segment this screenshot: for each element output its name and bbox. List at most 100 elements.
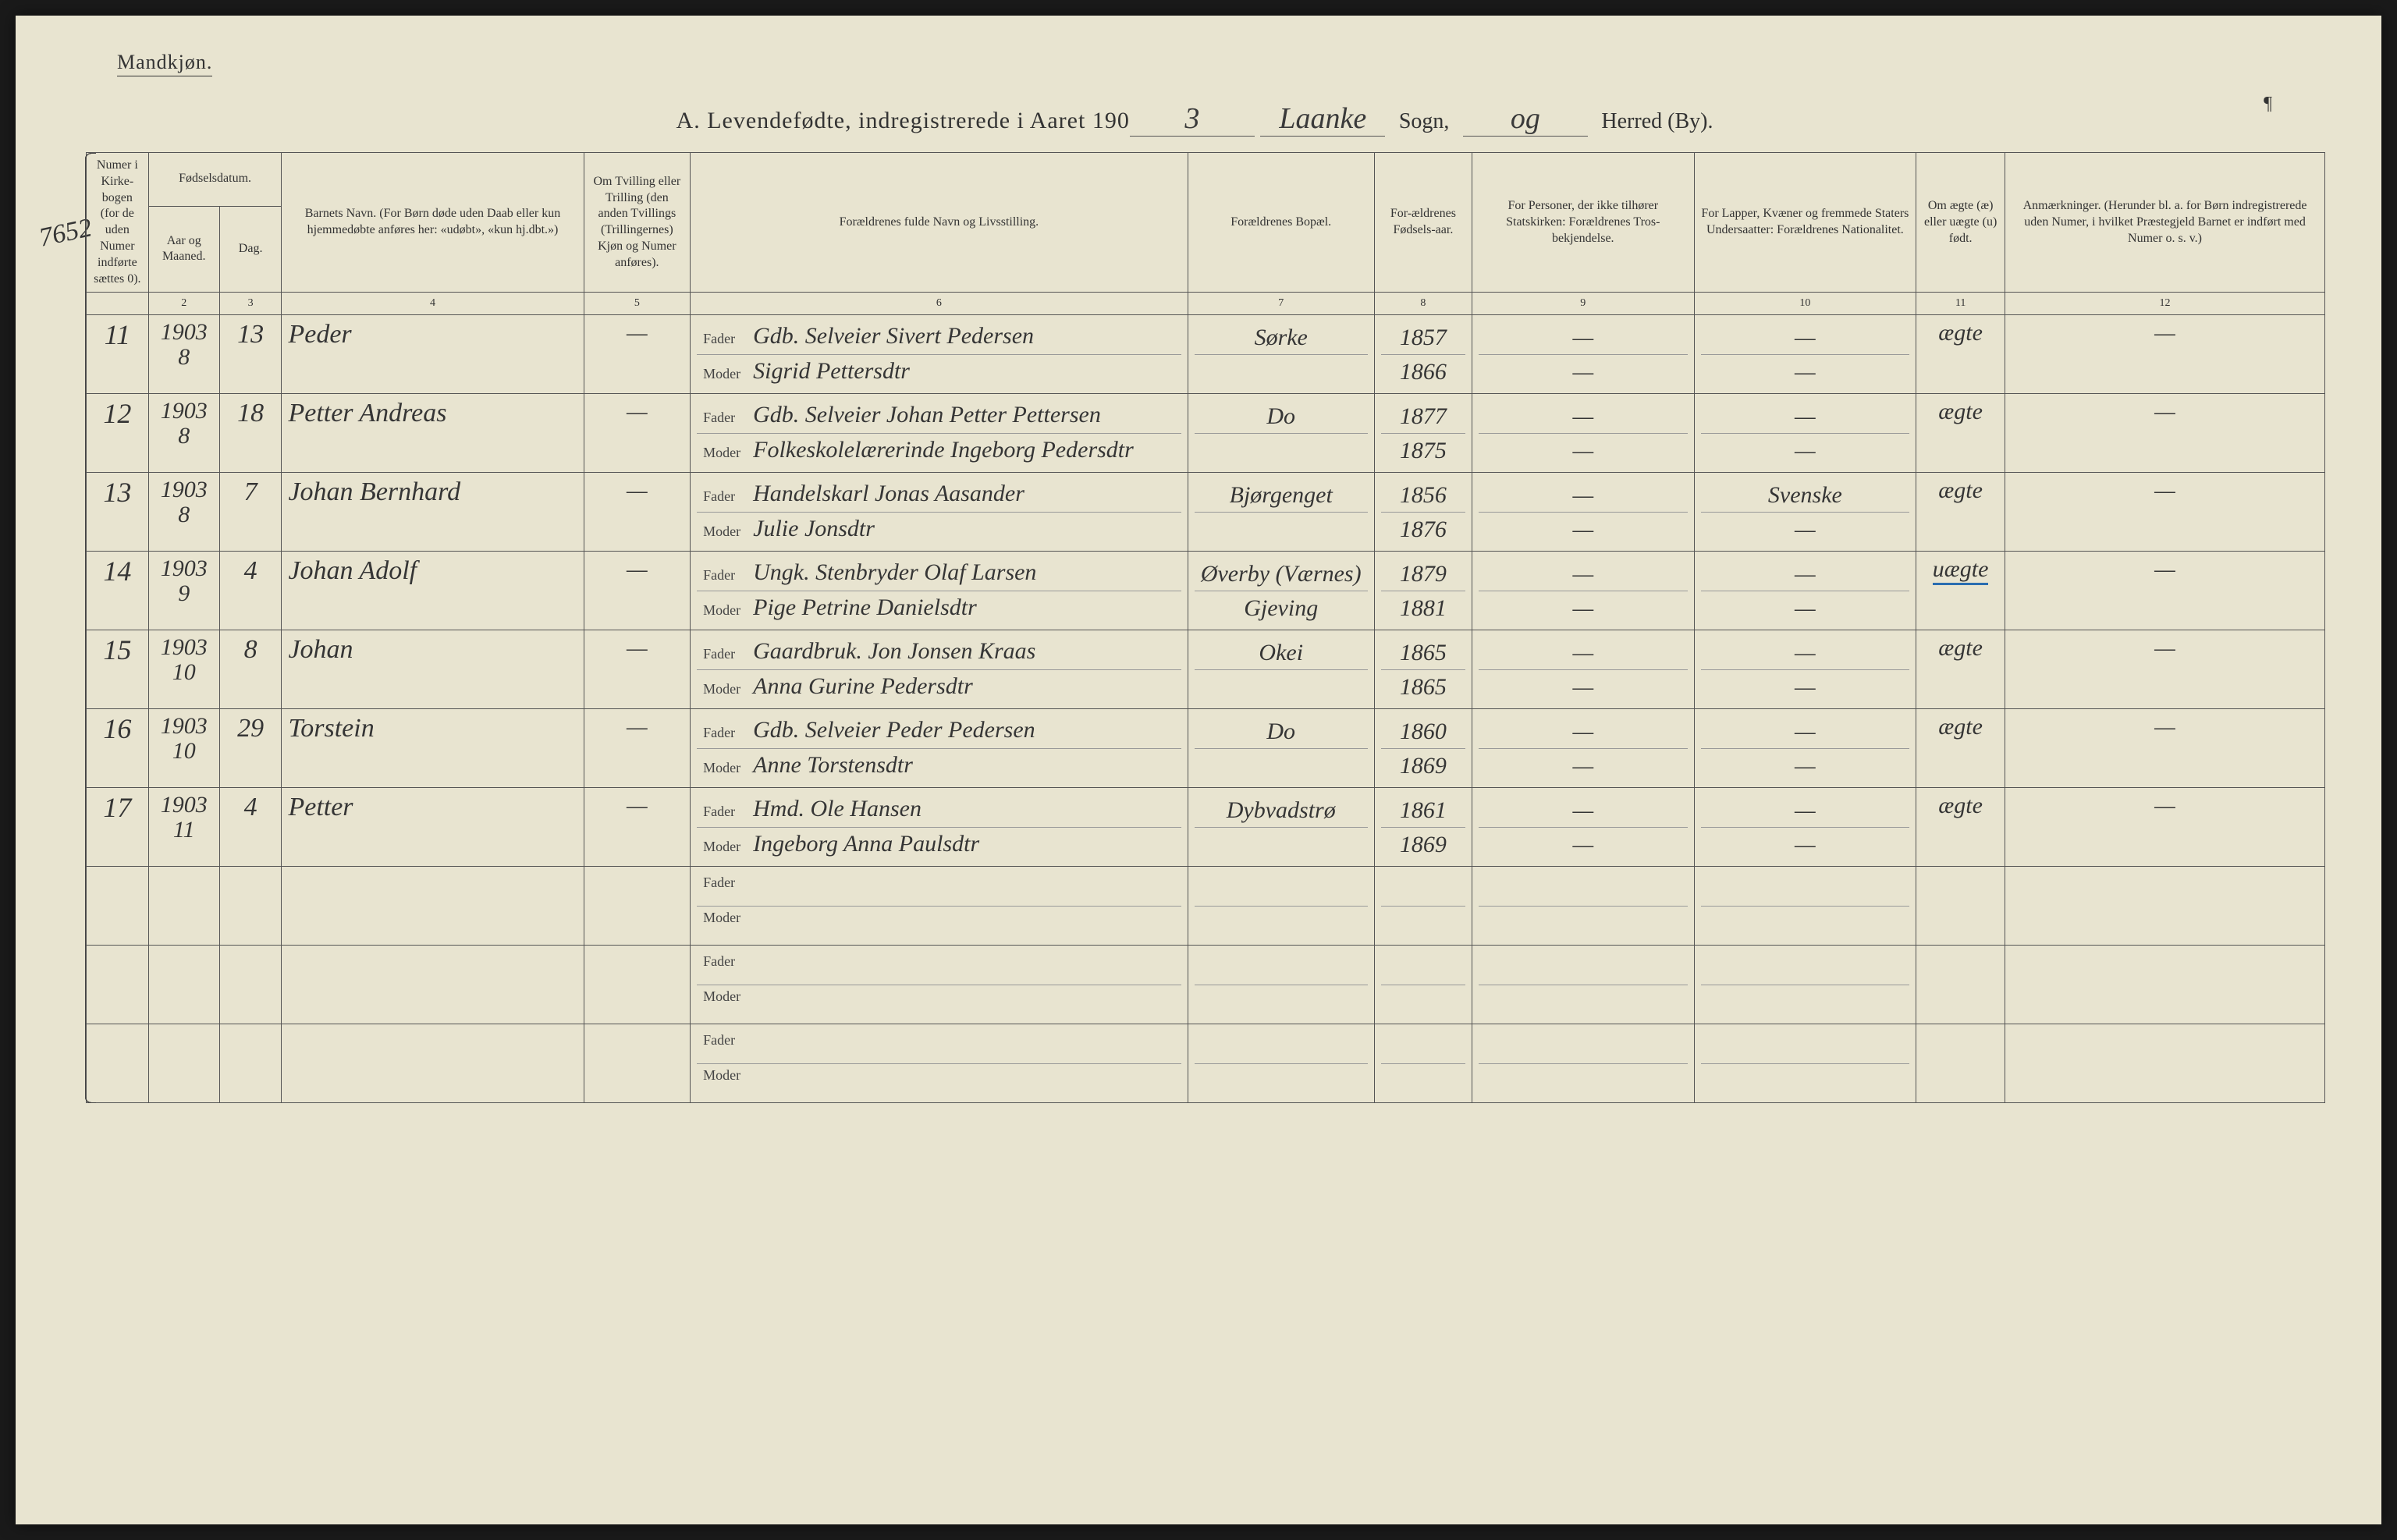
cell-top	[1195, 871, 1368, 906]
cell-top	[1381, 950, 1465, 985]
cell-bottom: 1869	[1381, 827, 1465, 861]
split-cell: — —	[1472, 315, 1694, 394]
table-row: 121903818Petter Andreas— Fader Gdb. Selv…	[87, 394, 2325, 473]
day: 8	[219, 630, 282, 709]
mother-line: Moder	[697, 985, 1181, 1019]
split-cell	[1472, 867, 1694, 946]
cell-bottom: —	[1479, 354, 1688, 389]
cell-top	[1381, 1029, 1465, 1063]
empty-cell	[219, 1024, 282, 1103]
split-cell: — —	[1694, 630, 1916, 709]
year-month: 19038	[148, 394, 219, 473]
cell-bottom: —	[1479, 433, 1688, 467]
split-cell: Do	[1188, 709, 1374, 788]
cell-top: Bjørgenget	[1195, 477, 1368, 512]
parents-cell: Fader Gdb. Selveier Sivert Pedersen Mode…	[691, 315, 1188, 394]
cell-top	[1701, 1029, 1910, 1063]
cell-bottom	[1479, 906, 1688, 940]
cell-top: 1860	[1381, 714, 1465, 748]
father-line: Fader	[697, 1029, 1181, 1063]
parents-cell: Fader Gdb. Selveier Peder Pedersen Moder…	[691, 709, 1188, 788]
day: 4	[219, 788, 282, 867]
table-body: 111903813Peder— Fader Gdb. Selveier Sive…	[87, 315, 2325, 1103]
father-name: Ungk. Stenbryder Olaf Larsen	[753, 559, 1036, 585]
table-row: 1619031029Torstein— Fader Gdb. Selveier …	[87, 709, 2325, 788]
split-cell: — —	[1472, 709, 1694, 788]
colnum-12: 12	[2005, 293, 2325, 315]
father-label: Fader	[703, 804, 753, 820]
cell-bottom: —	[1479, 669, 1688, 704]
split-cell: — —	[1694, 394, 1916, 473]
cell-top	[1479, 871, 1688, 906]
title-prefix: A. Levendefødte, indregistrerede i Aaret…	[676, 108, 1130, 133]
father-name: Handelskarl Jonas Aasander	[753, 481, 1024, 506]
father-line: Fader Hmd. Ole Hansen	[697, 793, 1181, 827]
header-col6: Forældrenes fulde Navn og Livsstilling.	[691, 153, 1188, 293]
table-row: 13190387Johan Bernhard— Fader Handelskar…	[87, 473, 2325, 552]
header-col2: Fødselsdatum.	[148, 153, 282, 207]
table-row: Fader Moder	[87, 946, 2325, 1024]
split-cell	[1188, 867, 1374, 946]
cell-bottom	[1195, 906, 1368, 940]
cell-bottom	[1701, 985, 1910, 1019]
empty-cell	[282, 1024, 584, 1103]
cell-top: —	[1479, 793, 1688, 827]
twin: —	[584, 473, 691, 552]
split-cell: 1861 1869	[1374, 788, 1472, 867]
colnum-6: 6	[691, 293, 1188, 315]
mother-name: Sigrid Pettersdtr	[753, 358, 910, 384]
ledger-table: Numer i Kirke-bogen (for de uden Numer i…	[86, 152, 2325, 1103]
empty-cell	[282, 946, 584, 1024]
empty-cell	[584, 867, 691, 946]
colnum-10: 10	[1694, 293, 1916, 315]
father-label: Fader	[703, 875, 753, 891]
parents-cell: Fader Gaardbruk. Jon Jonsen Kraas Moder …	[691, 630, 1188, 709]
cell-bottom: —	[1479, 591, 1688, 625]
father-label: Fader	[703, 410, 753, 426]
cell-top	[1701, 871, 1910, 906]
cell-top: Dybvadstrø	[1195, 793, 1368, 827]
parents-cell: Fader Moder	[691, 1024, 1188, 1103]
cell-bottom: —	[1701, 354, 1910, 389]
mother-name: Anna Gurine Pedersdtr	[753, 673, 973, 699]
parents-cell: Fader Moder	[691, 946, 1188, 1024]
day: 18	[219, 394, 282, 473]
herred-conj: og	[1463, 101, 1588, 137]
mother-label: Moder	[703, 760, 753, 776]
mother-line: Moder Pige Petrine Danielsdtr	[697, 591, 1181, 625]
cell-bottom	[1195, 669, 1368, 704]
mother-name: Ingeborg Anna Paulsdtr	[753, 831, 979, 857]
split-cell: 1857 1866	[1374, 315, 1472, 394]
mother-label: Moder	[703, 523, 753, 540]
cell-top: —	[1701, 556, 1910, 591]
header-col4: Barnets Navn. (For Børn døde uden Daab e…	[282, 153, 584, 293]
colnum-8: 8	[1374, 293, 1472, 315]
cell-bottom: —	[1701, 748, 1910, 782]
title-row: A. Levendefødte, indregistrerede i Aaret…	[16, 101, 2381, 137]
table-row: Fader Moder	[87, 1024, 2325, 1103]
cell-top	[1195, 1029, 1368, 1063]
split-cell	[1694, 867, 1916, 946]
year-month: 19038	[148, 315, 219, 394]
cell-bottom: —	[1479, 827, 1688, 861]
column-number-row: 2 3 4 5 6 7 8 9 10 11 12	[87, 293, 2325, 315]
empty-cell	[148, 1024, 219, 1103]
cell-top: —	[1479, 320, 1688, 354]
father-label: Fader	[703, 725, 753, 741]
father-line: Fader Gaardbruk. Jon Jonsen Kraas	[697, 635, 1181, 669]
split-cell: — —	[1694, 709, 1916, 788]
mother-line: Moder	[697, 1063, 1181, 1098]
header-col12: Anmærkninger. (Herunder bl. a. for Børn …	[2005, 153, 2325, 293]
empty-cell	[1916, 867, 2005, 946]
mother-line: Moder Anna Gurine Pedersdtr	[697, 669, 1181, 704]
mother-line: Moder Julie Jonsdtr	[697, 512, 1181, 546]
year-month: 19038	[148, 473, 219, 552]
cell-bottom: —	[1701, 827, 1910, 861]
table-row: Fader Moder	[87, 867, 2325, 946]
colnum-5: 5	[584, 293, 691, 315]
mother-label: Moder	[703, 1067, 753, 1084]
title-year-suffix: 3	[1130, 101, 1255, 137]
child-name: Torstein	[282, 709, 584, 788]
cell-top	[1195, 950, 1368, 985]
father-line: Fader Handelskarl Jonas Aasander	[697, 477, 1181, 512]
